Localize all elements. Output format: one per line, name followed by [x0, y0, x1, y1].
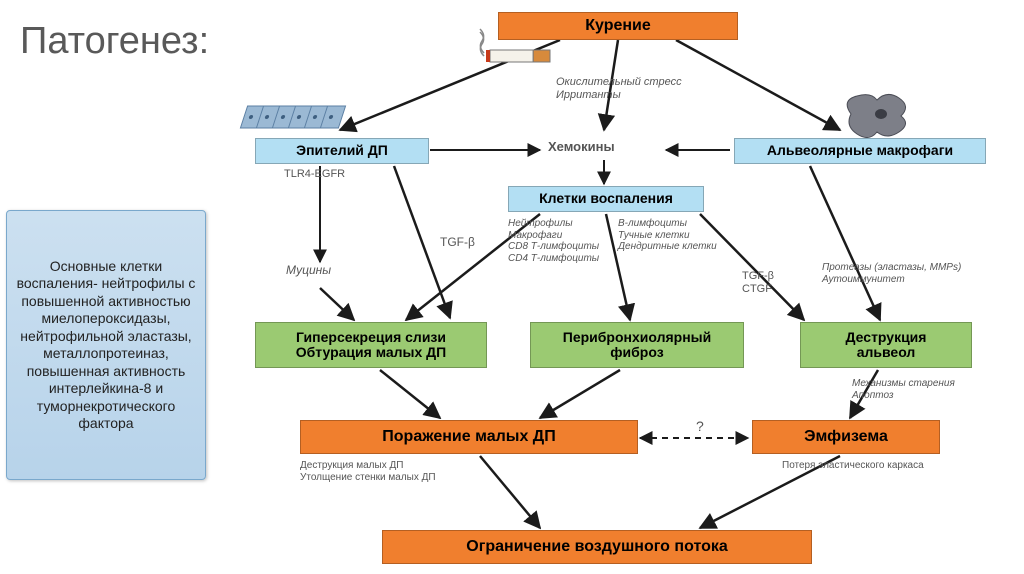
node-emphysema: Эмфизема — [752, 420, 940, 454]
epithelium-icon — [240, 106, 345, 128]
macrophage-icon — [847, 94, 905, 137]
node-destr: Деструкция альвеол — [800, 322, 972, 368]
node-airflow: Ограничение воздушного потока — [382, 530, 812, 564]
node-hypers: Гиперсекреция слизи Обтурация малых ДП — [255, 322, 487, 368]
slide-root: { "layout": { "width": 1024, "height": 5… — [0, 0, 1024, 574]
node-fibrosis: Перибронхиолярный фиброз — [530, 322, 744, 368]
annotation-0: Окислительный стресс Ирританты — [556, 76, 682, 101]
node-smallairw: Поражение малых ДП — [300, 420, 638, 454]
annotation-3: TGF-β — [440, 236, 475, 250]
node-macroph: Альвеолярные макрофаги — [734, 138, 986, 164]
node-epithelium: Эпителий ДП — [255, 138, 429, 164]
annotation-5: Нейтрофилы Макрофаги CD8 Т-лимфоциты CD4… — [508, 218, 599, 264]
annotation-10: ? — [696, 418, 704, 434]
annotation-12: Потеря эластического каркаса — [782, 460, 924, 472]
annotation-4: Муцины — [286, 264, 331, 278]
annotation-11: Деструкция малых ДП Утолщение стенки мал… — [300, 460, 436, 483]
node-smoking: Курение — [498, 12, 738, 40]
annotation-2: TLR4-EGFR — [284, 168, 345, 181]
annotation-8: Протеазы (эластазы, MMPs) Аутоиммунитет — [822, 262, 961, 285]
annotation-1: Хемокины — [548, 140, 615, 155]
side-info-text: Основные клетки воспаления- нейтрофилы с… — [15, 258, 197, 433]
slide-title: Патогенез: — [20, 20, 209, 63]
side-info-box: Основные клетки воспаления- нейтрофилы с… — [6, 210, 206, 480]
annotation-7: TGF-β CTGF — [742, 270, 774, 295]
annotation-9: Механизмы старения Апоптоз — [852, 378, 955, 401]
annotation-6: В-лимфоциты Тучные клетки Дендритные кле… — [618, 218, 717, 253]
node-inflcells: Клетки воспаления — [508, 186, 704, 212]
